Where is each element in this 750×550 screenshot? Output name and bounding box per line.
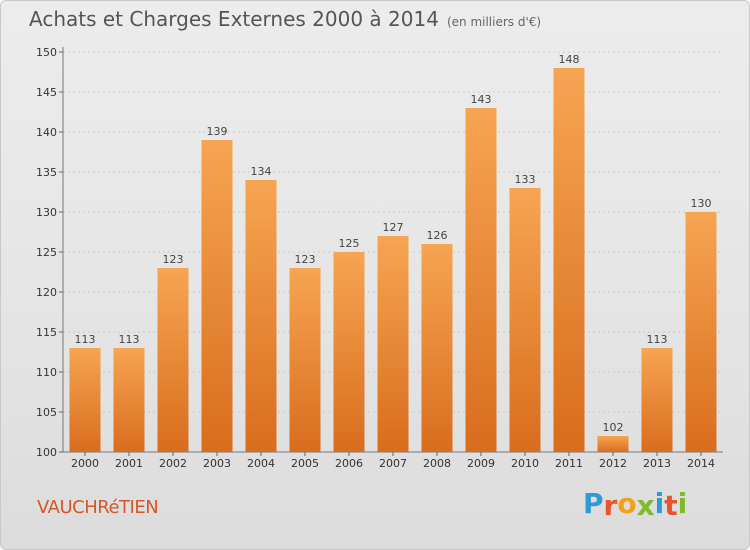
labels: 100 105 110 115 120 125 130 135 140 145 150 113 2000…: [36, 46, 715, 470]
x-tick-label: 2012: [599, 457, 627, 470]
x-tick-label: 2001: [115, 457, 143, 470]
proxiti-logo[interactable]: Proxiti: [583, 487, 688, 522]
bar: [509, 188, 541, 452]
y-tick-label: 145: [36, 86, 57, 99]
logo-letter: t: [664, 489, 678, 522]
y-tick-label: 120: [36, 286, 57, 299]
y-tick-label: 110: [36, 366, 57, 379]
x-tick-label: 2011: [555, 457, 583, 470]
data-label: 123: [163, 253, 184, 266]
y-tick-label: 135: [36, 166, 57, 179]
data-label: 139: [207, 125, 228, 138]
y-tick-label: 105: [36, 406, 57, 419]
x-tick-label: 2014: [687, 457, 715, 470]
data-label: 148: [559, 53, 580, 66]
x-tick-label: 2009: [467, 457, 495, 470]
x-tick-label: 2005: [291, 457, 319, 470]
data-label: 102: [603, 421, 624, 434]
bar: [421, 244, 453, 452]
data-label: 134: [251, 165, 272, 178]
logo-letter: P: [583, 487, 604, 520]
data-label: 125: [339, 237, 360, 250]
bar: [289, 268, 321, 452]
y-tick-label: 150: [36, 46, 57, 59]
bar: [69, 348, 101, 452]
x-tick-label: 2000: [71, 457, 99, 470]
x-tick-label: 2008: [423, 457, 451, 470]
data-label: 113: [75, 333, 96, 346]
data-label: 143: [471, 93, 492, 106]
x-tick-label: 2004: [247, 457, 275, 470]
data-label: 126: [427, 229, 448, 242]
logo-letter: i: [654, 487, 665, 520]
x-tick-label: 2006: [335, 457, 363, 470]
x-tick-label: 2010: [511, 457, 539, 470]
bar: [553, 68, 585, 452]
chart-title: Achats et Charges Externes 2000 à 2014 (e…: [29, 7, 541, 31]
data-label: 130: [691, 197, 712, 210]
chart-title-text: Achats et Charges Externes 2000 à 2014: [29, 7, 439, 31]
x-tick-label: 2007: [379, 457, 407, 470]
data-label: 113: [119, 333, 140, 346]
y-tick-label: 115: [36, 326, 57, 339]
x-tick-label: 2003: [203, 457, 231, 470]
y-tick-label: 140: [36, 126, 57, 139]
bar: [201, 140, 233, 452]
bar: [641, 348, 673, 452]
bar: [685, 212, 717, 452]
bars: [69, 68, 717, 452]
data-label: 133: [515, 173, 536, 186]
y-tick-label: 125: [36, 246, 57, 259]
bar: [113, 348, 145, 452]
place-name: VAUCHRéTIEN: [37, 497, 159, 518]
bar: [245, 180, 277, 452]
logo-letter: x: [636, 489, 655, 522]
data-label: 113: [647, 333, 668, 346]
logo-letter: i: [677, 487, 688, 520]
data-label: 127: [383, 221, 404, 234]
data-label: 123: [295, 253, 316, 266]
chart-subtitle: (en milliers d'€): [446, 15, 542, 29]
bar: [377, 236, 409, 452]
y-tick-label: 130: [36, 206, 57, 219]
logo-letter: r: [603, 489, 618, 522]
bar: [465, 108, 497, 452]
x-tick-label: 2013: [643, 457, 671, 470]
bar: [157, 268, 189, 452]
y-tick-label: 100: [36, 446, 57, 459]
x-tick-label: 2002: [159, 457, 187, 470]
logo-letter: o: [617, 487, 637, 520]
bar: [597, 436, 629, 452]
bar: [333, 252, 365, 452]
